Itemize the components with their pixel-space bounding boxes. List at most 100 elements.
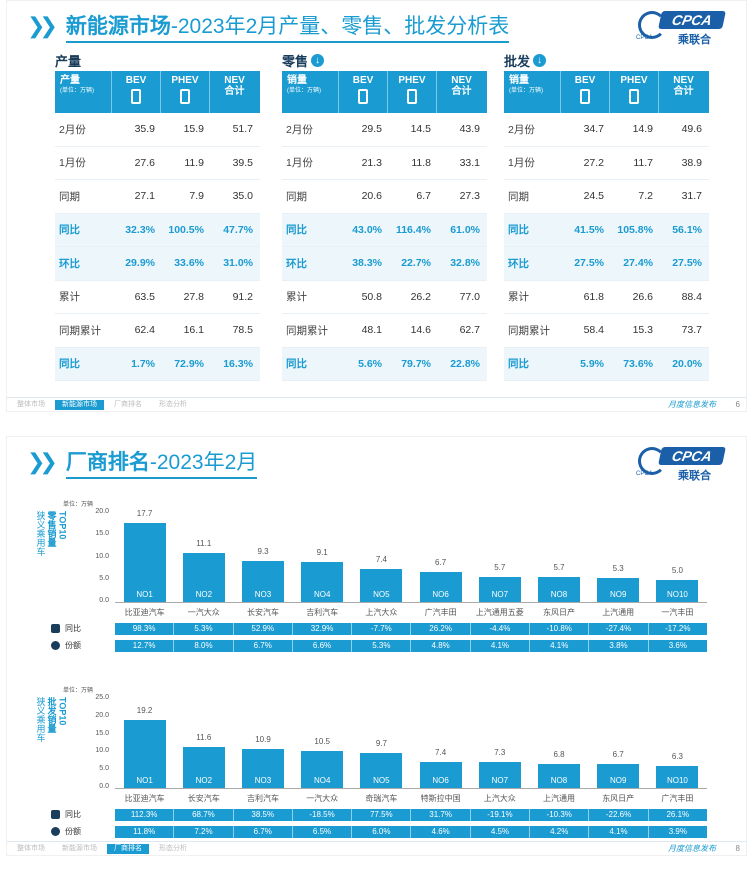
unit-label: (单位：万辆) [60,88,94,94]
metric-cell: -10.3% [530,809,590,821]
brand-label: 吉利汽车 [306,608,339,617]
row-label: 同比 [286,224,307,237]
y-tick-label: 5.0 [99,765,109,773]
footer-tab[interactable]: 形态分析 [159,400,187,408]
side-label-part: 零售销量 [46,511,57,547]
logo-cn: 乘联合 [678,470,711,482]
header-nev: NEV 合计 [224,75,245,97]
header-bev: BEV [339,71,388,113]
bar-value-label: 9.3 [257,546,269,556]
row-label: 同期累计 [508,324,550,337]
table-row: 累计 61.8 26.6 88.4 [504,281,709,314]
bar-value-label: 10.5 [314,736,330,746]
metric-name: 份额 [65,641,81,650]
brand-label: 上汽通用 [602,608,635,617]
metric-cell: 6.0% [352,826,412,838]
side-label-part: 狭义乘用车 [35,697,46,742]
y-tick-label: 15.0 [95,729,109,737]
battery-icon [580,89,590,104]
table-row: 2月份 29.5 14.5 43.9 [282,113,487,147]
metric-cell: 11.8% [115,826,175,838]
fuel-pump-icon [180,89,190,104]
footer-tab[interactable]: 厂商排名 [114,400,142,408]
logo-swoosh-icon [638,11,666,39]
page-number: 6 [735,400,740,409]
cell-nev: 22.8% [450,357,480,370]
header-phev: PHEV [388,71,437,113]
cell-nev: 38.9 [681,156,702,169]
footer-tab[interactable]: 整体市场 [17,844,45,852]
cell-bev: 27.2 [583,156,604,169]
rank-label: NO8 [550,589,568,599]
row-label: 同期 [59,190,80,203]
table-批发: 批发 ↓ 销量 (单位：万辆) BEV PHEV NEV 合计 2月份 34.7 14.9 49.6 1… [504,51,709,381]
table-row: 环比 38.3% 22.7% 32.8% [282,247,487,281]
cpca-logo: CPCA 乘联合 CPCA [634,445,726,482]
metric-cell: 4.5% [471,826,531,838]
bar-value-label: 9.7 [375,739,387,749]
footer-tab[interactable]: 新能源市场 [55,399,104,410]
y-tick-label: 20.0 [95,711,109,719]
metric-cell: 8.0% [174,640,234,652]
cell-nev: 35.0 [232,190,253,203]
cell-nev: 31.0% [223,257,253,270]
rank-label: NO4 [313,775,331,785]
slide-footer: 整体市场 新能源市场 厂商排名 形态分析 月度信息发布 6 [7,397,746,411]
brand-label: 上汽通用 [543,794,575,803]
table-row: 同期 24.5 7.2 31.7 [504,180,709,214]
footer-tab[interactable]: 厂商排名 [107,843,149,854]
metric-label-yoy: 同比 [51,809,81,820]
cell-bev: 63.5 [134,290,155,303]
trend-icon [51,810,60,819]
table-row: 环比 29.9% 33.6% 31.0% [55,247,260,281]
bar: NO4 [301,561,344,602]
cell-phev: 73.6% [623,357,653,370]
brand-label: 特斯拉中国 [420,794,461,803]
cell-bev: 29.5 [361,123,382,136]
bar-value-label: 7.4 [435,747,447,757]
cell-nev: 16.3% [223,357,253,370]
cell-bev: 5.6% [358,357,382,370]
footer-tab[interactable]: 新能源市场 [62,844,97,852]
cell-phev: 33.6% [174,257,204,270]
brand-label: 比亚迪汽车 [124,608,165,617]
cell-bev: 38.3% [352,257,382,270]
header-phev: PHEV [161,71,210,113]
x-axis [115,788,707,789]
table-row: 累计 50.8 26.2 77.0 [282,281,487,314]
metric-row-yoy: 98.3% 5.3% 52.9% 32.9% -7.7% 26.2% -4.4% -10.8%… [115,623,707,635]
logo-text: CPCA [658,447,726,465]
metric-cell: -7.7% [352,623,412,635]
metric-cell: 26.1% [666,810,690,819]
bar: NO10 [656,579,699,602]
cell-nev: 47.7% [223,223,253,236]
footer-tab[interactable]: 形态分析 [159,844,187,852]
cell-nev: 78.5 [232,324,253,337]
bar: NO4 [301,750,344,788]
metric-cell: -18.5% [293,809,353,821]
cell-phev: 26.6 [632,290,653,303]
header-bev: BEV [112,71,161,113]
bar-value-label: 6.3 [671,751,683,761]
logo-swoosh-icon [638,447,666,475]
page-title: 新能源市场-2023年2月产量、零售、批发分析表 [65,10,510,43]
header-label: 产量 (单位：万辆) [55,71,112,113]
y-tick-label: 10.0 [95,552,109,560]
metric-cell: 3.6% [668,641,687,650]
bar: NO3 [242,560,284,602]
rank-label: NO9 [609,589,627,599]
cell-nev: 43.9 [459,123,480,136]
metric-row-share: 12.7% 8.0% 6.7% 6.6% 5.3% 4.8% 4.1% 4.1% 3.8% 3.6… [115,640,707,652]
table-零售: 零售 ↓ 销量 (单位：万辆) BEV PHEV NEV 合计 2月份 29.5 14.5 43.9 1… [282,51,487,381]
bar: NO7 [478,576,521,602]
bar: NO1 [123,719,166,788]
cell-nev: 31.7 [681,190,702,203]
cell-phev: 14.9 [632,123,653,136]
chevron-right-icon: ❯❯ [27,13,58,38]
row-label: 累计 [508,291,529,304]
table-row: 同期累计 48.1 14.6 62.7 [282,314,487,348]
footer-tab[interactable]: 整体市场 [17,400,45,408]
bar: NO9 [597,578,640,602]
bar-value-label: 11.6 [196,732,212,742]
bar: NO6 [419,761,462,788]
